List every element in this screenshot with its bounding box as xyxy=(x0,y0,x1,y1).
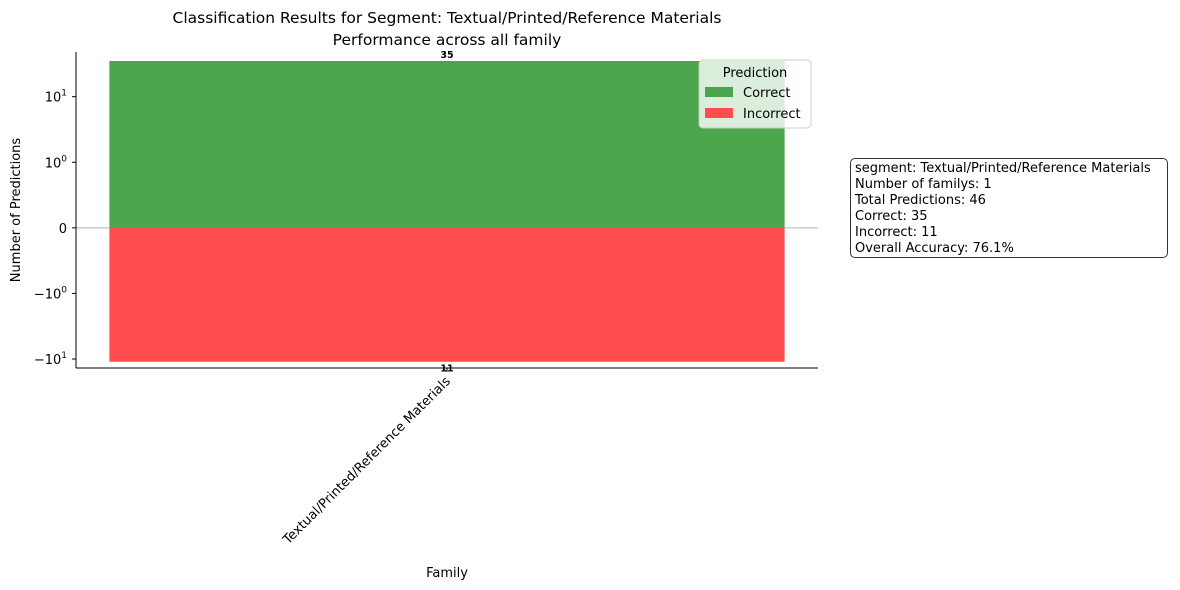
chart-title: Classification Results for Segment: Text… xyxy=(173,9,722,27)
legend-label-correct: Correct xyxy=(743,86,790,101)
y-tick-label: 0 xyxy=(59,222,67,237)
chart-subtitle: Performance across all family xyxy=(333,31,562,49)
y-axis-label: Number of Predictions xyxy=(9,138,24,283)
legend-swatch-correct xyxy=(705,87,733,97)
x-tick-label: Textual/Printed/Reference Materials xyxy=(280,374,454,548)
legend-swatch-incorrect xyxy=(705,108,733,118)
stats-accuracy: Overall Accuracy: 76.1% xyxy=(855,241,1014,256)
y-tick-label: −101 xyxy=(34,351,67,368)
stats-total-predictions: Total Predictions: 46 xyxy=(855,193,986,208)
legend-label-incorrect: Incorrect xyxy=(743,107,801,122)
x-axis-label: Family xyxy=(426,566,468,581)
bar-correct xyxy=(109,60,785,228)
legend: Prediction Correct Incorrect xyxy=(698,59,812,129)
data-label-correct: 35 xyxy=(440,50,453,61)
stats-incorrect: Incorrect: 11 xyxy=(855,225,938,240)
stats-correct: Correct: 35 xyxy=(855,209,928,224)
stats-family-count: Number of familys: 1 xyxy=(855,177,992,192)
stats-box: segment: Textual/Printed/Reference Mater… xyxy=(850,158,1168,258)
stats-segment: segment: Textual/Printed/Reference Mater… xyxy=(855,161,1151,176)
y-tick-label: −100 xyxy=(34,285,67,302)
y-tick-label: 101 xyxy=(45,89,67,106)
y-tick-label: 100 xyxy=(45,154,68,171)
bar-incorrect xyxy=(109,227,785,362)
legend-title: Prediction xyxy=(723,66,788,81)
